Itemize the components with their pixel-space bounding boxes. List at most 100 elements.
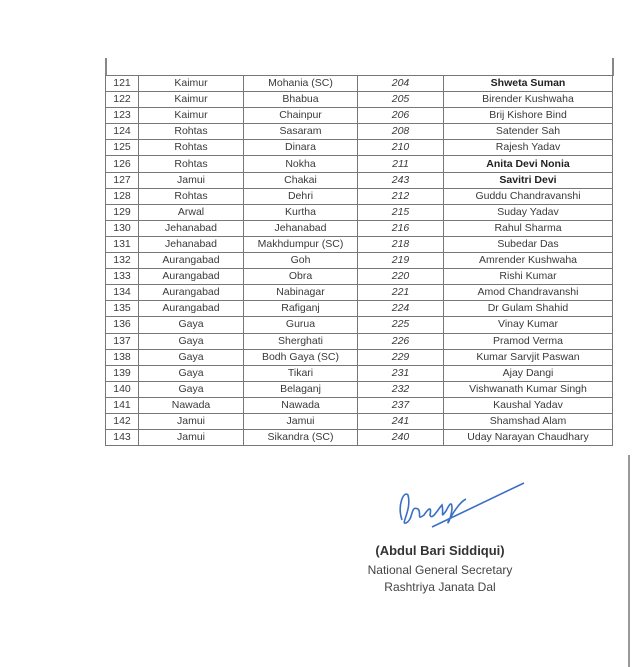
candidate-name-cell: Amrender Kushwaha [443, 252, 613, 270]
candidate-name-cell: Pramod Verma [443, 332, 613, 350]
table-row: 123 Kaimur Chainpur 206 Brij Kishore Bind [105, 107, 613, 125]
signatory-party: Rashtriya Janata Dal [384, 580, 496, 594]
serial-number-cell: 139 [105, 364, 139, 382]
district-cell: Jamui [138, 412, 244, 431]
serial-number-cell: 130 [105, 219, 139, 237]
constituency-number-cell: 220 [357, 268, 444, 286]
table-row: 138 Gaya Bodh Gaya (SC) 229 Kumar Sarvjit Pa… [105, 348, 613, 366]
candidate-name-cell: Rahul Sharma [443, 219, 613, 237]
constituency-cell: Bhabua [243, 91, 358, 109]
constituency-cell: Sasaram [243, 123, 358, 141]
district-cell: Arwal [138, 203, 244, 221]
table-row: 140 Gaya Belaganj 232 Vishwanath Kumar Singh [105, 380, 613, 398]
table-row: 124 Rohtas Sasaram 208 Satender Sah [105, 123, 613, 141]
serial-number-cell: 124 [105, 123, 139, 141]
constituency-number-cell: 232 [357, 380, 444, 398]
district-cell: Rohtas [138, 155, 244, 173]
table-row: 130 Jehanabad Jehanabad 216 Rahul Sharma [105, 219, 613, 237]
candidate-name-cell: Shamshad Alam [443, 412, 613, 431]
district-cell: Aurangabad [138, 252, 244, 270]
serial-number-cell: 135 [105, 300, 139, 318]
table-row: 125 Rohtas Dinara 210 Rajesh Yadav [105, 139, 613, 157]
table-row: 136 Gaya Gurua 225 Vinay Kumar [105, 316, 613, 334]
serial-number-cell: 142 [105, 412, 139, 431]
candidate-name-cell: Kumar Sarvjit Paswan [443, 348, 613, 366]
table-row: 141 Nawada Nawada 237 Kaushal Yadav [105, 396, 613, 414]
serial-number-cell: 126 [105, 155, 139, 173]
candidate-name-cell: Anita Devi Nonia [443, 155, 613, 173]
constituency-number-cell: 243 [357, 171, 444, 189]
serial-number-cell: 122 [105, 91, 139, 109]
constituency-cell: Sikandra (SC) [243, 429, 358, 447]
district-cell: Aurangabad [138, 300, 244, 318]
table-row: 142 Jamui Jamui 241 Shamshad Alam [105, 412, 613, 431]
candidate-name-cell: Rishi Kumar [443, 268, 613, 286]
constituency-number-cell: 206 [357, 107, 444, 125]
table-row: 126 Rohtas Nokha 211 Anita Devi Nonia [105, 155, 613, 173]
table-row: 129 Arwal Kurtha 215 Suday Yadav [105, 203, 613, 221]
constituency-number-cell: 241 [357, 412, 444, 431]
constituency-number-cell: 237 [357, 396, 444, 414]
candidate-name-cell: Dr Gulam Shahid [443, 300, 613, 318]
constituency-number-cell: 205 [357, 91, 444, 109]
constituency-number-cell: 224 [357, 300, 444, 318]
page-border-left [105, 58, 107, 76]
serial-number-cell: 121 [105, 74, 139, 93]
candidate-table: 121 Kaimur Mohania (SC) 204 Shweta Suman 122 K… [105, 74, 613, 447]
serial-number-cell: 136 [105, 316, 139, 334]
constituency-cell: Rafiganj [243, 300, 358, 318]
constituency-cell: Kurtha [243, 203, 358, 221]
constituency-cell: Bodh Gaya (SC) [243, 348, 358, 366]
district-cell: Gaya [138, 364, 244, 382]
candidate-name-cell: Guddu Chandravanshi [443, 187, 613, 205]
signatory-title: National General Secretary [367, 563, 513, 577]
candidate-name-cell: Uday Narayan Chaudhary [443, 429, 613, 447]
table-row: 127 Jamui Chakai 243 Savitri Devi [105, 171, 613, 189]
serial-number-cell: 127 [105, 171, 139, 189]
serial-number-cell: 123 [105, 107, 139, 125]
constituency-cell: Nabinagar [243, 284, 358, 302]
serial-number-cell: 125 [105, 139, 139, 157]
signature [399, 482, 525, 528]
candidate-name-cell: Brij Kishore Bind [443, 107, 613, 125]
table-row: 134 Aurangabad Nabinagar 221 Amod Chandravan… [105, 284, 613, 302]
constituency-number-cell: 231 [357, 364, 444, 382]
serial-number-cell: 140 [105, 380, 139, 398]
candidate-name-cell: Shweta Suman [443, 74, 613, 93]
district-cell: Aurangabad [138, 284, 244, 302]
constituency-cell: Chainpur [243, 107, 358, 125]
table-row: 131 Jehanabad Makhdumpur (SC) 218 Subedar Da… [105, 235, 613, 254]
district-cell: Rohtas [138, 139, 244, 157]
constituency-number-cell: 215 [357, 203, 444, 221]
constituency-number-cell: 218 [357, 235, 444, 254]
constituency-cell: Gurua [243, 316, 358, 334]
constituency-cell: Jehanabad [243, 219, 358, 237]
serial-number-cell: 133 [105, 268, 139, 286]
table-row: 122 Kaimur Bhabua 205 Birender Kushwaha [105, 91, 613, 109]
district-cell: Gaya [138, 348, 244, 366]
constituency-number-cell: 208 [357, 123, 444, 141]
district-cell: Nawada [138, 396, 244, 414]
district-cell: Rohtas [138, 187, 244, 205]
constituency-number-cell: 216 [357, 219, 444, 237]
candidate-name-cell: Birender Kushwaha [443, 91, 613, 109]
table-row: 143 Jamui Sikandra (SC) 240 Uday Narayan Cha… [105, 429, 613, 447]
district-cell: Jamui [138, 171, 244, 189]
signatory-name: (Abdul Bari Siddiqui) [375, 543, 505, 558]
candidate-name-cell: Kaushal Yadav [443, 396, 613, 414]
table-row: 139 Gaya Tikari 231 Ajay Dangi [105, 364, 613, 382]
constituency-cell: Dehri [243, 187, 358, 205]
constituency-cell: Mohania (SC) [243, 74, 358, 93]
constituency-number-cell: 204 [357, 74, 444, 93]
constituency-number-cell: 212 [357, 187, 444, 205]
constituency-number-cell: 226 [357, 332, 444, 350]
table-row: 133 Aurangabad Obra 220 Rishi Kumar [105, 268, 613, 286]
constituency-cell: Tikari [243, 364, 358, 382]
candidate-name-cell: Suday Yadav [443, 203, 613, 221]
serial-number-cell: 143 [105, 429, 139, 447]
serial-number-cell: 131 [105, 235, 139, 254]
constituency-cell: Chakai [243, 171, 358, 189]
table-row: 137 Gaya Sherghati 226 Pramod Verma [105, 332, 613, 350]
serial-number-cell: 128 [105, 187, 139, 205]
constituency-cell: Goh [243, 252, 358, 270]
